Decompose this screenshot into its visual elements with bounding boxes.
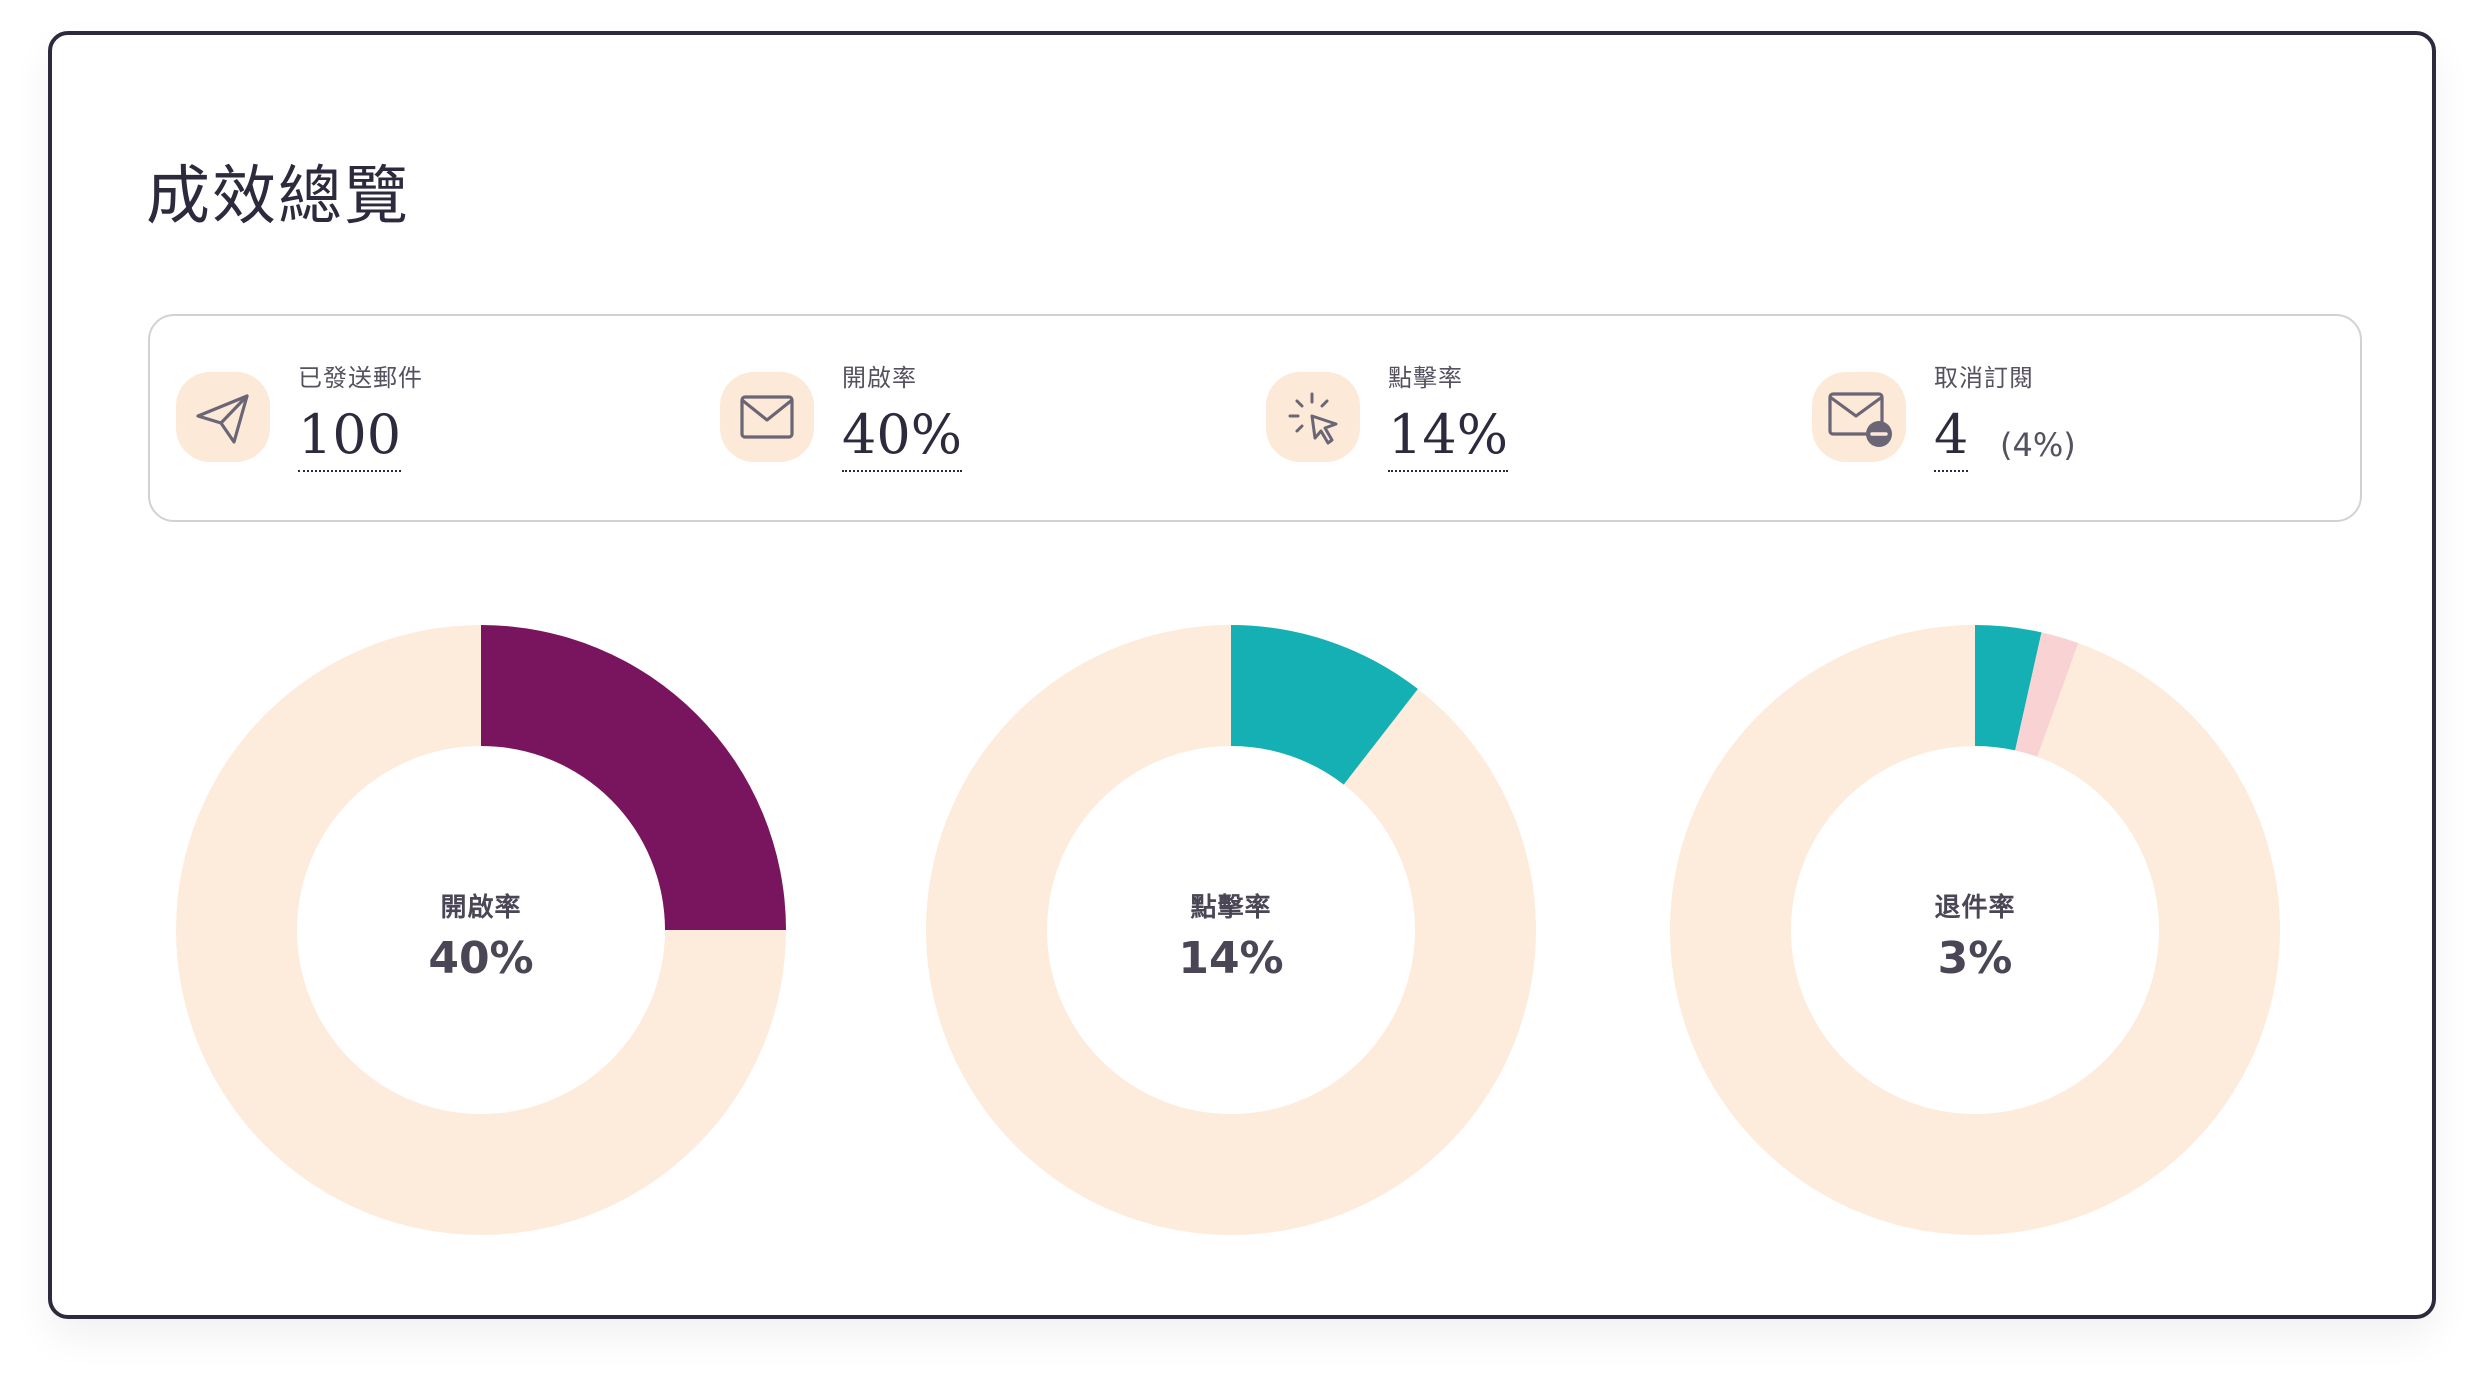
envelope-icon	[720, 372, 814, 462]
donut-slice-0[interactable]	[481, 625, 786, 930]
stat-label: 取消訂閱	[1934, 364, 2034, 392]
performance-overview-card: 成效總覽 已發送郵件 100 開啟率 40%	[48, 31, 2436, 1319]
donut-label: 點擊率	[1190, 893, 1272, 923]
donut-slice-0[interactable]	[1975, 625, 2042, 751]
stat-value[interactable]: 100	[298, 400, 402, 472]
donut-chart-bounce-rate: 退件率 3%	[1670, 625, 2280, 1235]
donut-slice-2[interactable]	[1670, 625, 2280, 1235]
donut-value: 3%	[1937, 933, 2013, 984]
stat-click-rate: 點擊率 14%	[1240, 316, 1780, 520]
stat-sent-emails: 已發送郵件 100	[150, 316, 690, 520]
stat-unsubscribes: 取消訂閱 4 (4%)	[1786, 316, 2346, 520]
cursor-click-icon	[1266, 372, 1360, 462]
stat-open-rate: 開啟率 40%	[694, 316, 1234, 520]
donut-chart-click-rate: 點擊率 14%	[925, 625, 1536, 1235]
stat-value[interactable]: 14%	[1388, 400, 1509, 472]
stat-label: 已發送郵件	[298, 364, 423, 392]
stat-value[interactable]: 40%	[842, 400, 963, 472]
donut-slice-1[interactable]	[176, 625, 786, 1235]
donut-value: 40%	[428, 933, 534, 984]
donut-label: 開啟率	[440, 893, 522, 923]
donut-chart-open-rate: 開啟率 40%	[176, 625, 786, 1235]
donut-slice-1[interactable]	[925, 625, 1536, 1235]
envelope-unsubscribe-icon	[1812, 372, 1906, 462]
donut-svg	[925, 625, 1536, 1235]
stat-label: 點擊率	[1388, 364, 1463, 392]
send-icon	[176, 372, 270, 462]
donut-svg	[176, 625, 786, 1235]
stats-panel: 已發送郵件 100 開啟率 40%	[148, 314, 2362, 522]
donut-slice-0[interactable]	[1231, 625, 1418, 785]
donut-label: 退件率	[1934, 893, 2016, 923]
stat-sub-value: (4%)	[2000, 426, 2076, 464]
stat-label: 開啟率	[842, 364, 917, 392]
page-title: 成效總覽	[146, 160, 410, 234]
stat-value[interactable]: 4	[1934, 400, 1969, 472]
donut-value: 14%	[1178, 933, 1284, 984]
donut-svg	[1670, 625, 2280, 1235]
donut-slice-1[interactable]	[2015, 632, 2079, 757]
